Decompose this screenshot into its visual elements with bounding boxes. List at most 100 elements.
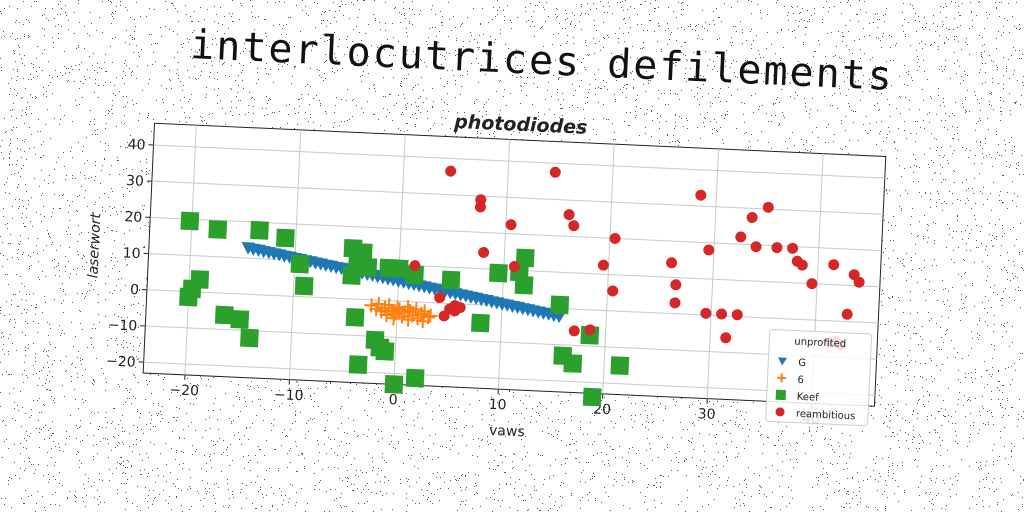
data-point	[610, 356, 630, 376]
y-gridline	[143, 361, 875, 396]
y-tick-label: 10	[122, 245, 141, 262]
data-point	[695, 189, 707, 201]
legend-label: 6	[797, 375, 804, 386]
data-point	[358, 257, 378, 277]
data-point	[828, 259, 840, 271]
data-point	[514, 275, 534, 295]
data-point	[563, 354, 583, 373]
y-gridline	[153, 144, 885, 179]
legend-marker	[777, 373, 787, 383]
data-point	[214, 305, 234, 325]
data-point	[409, 260, 421, 272]
data-point	[414, 306, 429, 321]
legend-marker	[778, 357, 788, 366]
x-gridline	[393, 134, 406, 385]
data-point	[390, 300, 405, 315]
data-point	[853, 276, 865, 288]
y-tick-label: −20	[106, 353, 136, 370]
data-point	[478, 246, 490, 258]
data-point	[841, 308, 853, 320]
data-point	[230, 309, 250, 329]
data-point	[342, 266, 362, 285]
legend-title: unprofited	[794, 337, 846, 350]
y-tick-label: 40	[127, 137, 146, 154]
data-point	[294, 276, 314, 296]
data-point	[375, 341, 395, 361]
data-point	[515, 248, 535, 268]
data-point	[454, 302, 466, 314]
y-axis-ticks: −20 −10 0 10 20 30 40	[106, 137, 154, 371]
legend-entries: G 6 Keef reambitious	[775, 357, 856, 423]
data-point	[582, 387, 602, 407]
data-point	[670, 279, 682, 291]
data-point	[549, 166, 561, 178]
data-point	[735, 231, 747, 243]
legend-label: reambitious	[796, 409, 856, 423]
data-point	[474, 201, 486, 213]
data-point	[762, 201, 774, 213]
data-point	[434, 292, 446, 304]
data-point	[720, 332, 732, 344]
data-point	[405, 265, 424, 285]
data-point	[550, 295, 570, 315]
data-point	[750, 241, 762, 253]
y-tick-label: 0	[130, 282, 140, 298]
data-point	[382, 298, 397, 313]
data-point	[389, 259, 409, 278]
data-point	[384, 374, 404, 394]
data-point	[669, 297, 681, 309]
data-point	[415, 314, 430, 329]
data-point	[488, 263, 508, 283]
data-point	[584, 324, 596, 336]
x-axis-label: vaws	[489, 423, 525, 441]
data-point	[423, 308, 438, 323]
data-point	[445, 165, 457, 177]
data-point	[353, 243, 373, 262]
data-point	[438, 310, 450, 322]
x-tick-label: −10	[274, 387, 304, 404]
data-point	[275, 228, 295, 248]
x-gridline	[497, 139, 511, 390]
y-tick-label: 30	[126, 173, 145, 190]
data-point	[703, 244, 715, 256]
data-point	[597, 259, 609, 271]
data-point	[666, 257, 678, 269]
legend-frame	[765, 329, 873, 427]
data-point	[441, 270, 461, 290]
data-point	[806, 278, 818, 290]
data-point	[401, 312, 416, 327]
x-tick-label: −20	[169, 382, 199, 399]
y-tick-label: 20	[124, 209, 143, 226]
x-tick-label: 10	[488, 397, 507, 414]
legend-marker	[775, 389, 787, 401]
data-point	[208, 220, 228, 239]
y-tick-label: −10	[107, 317, 137, 334]
legend-marker	[775, 407, 785, 417]
data-point	[505, 219, 517, 231]
data-point	[563, 209, 575, 221]
data-point	[568, 220, 580, 232]
x-gridline	[602, 144, 615, 394]
y-gridline	[145, 325, 877, 360]
legend-label: Keef	[796, 392, 819, 404]
y-axis-label: laserwort	[85, 212, 104, 279]
x-gridline	[706, 148, 720, 399]
data-point	[250, 220, 269, 240]
data-point	[746, 212, 758, 224]
legend-label: G	[798, 358, 806, 369]
data-point	[731, 309, 743, 321]
data-point	[345, 307, 365, 327]
x-tick-label: 30	[697, 406, 716, 423]
chart-title: photodiodes	[453, 111, 588, 139]
data-point	[787, 242, 799, 254]
series-1	[364, 296, 438, 329]
x-gridline	[184, 125, 197, 375]
data-point	[240, 328, 259, 348]
data-point	[700, 307, 712, 319]
data-point	[716, 308, 728, 320]
data-point	[180, 211, 200, 231]
data-point	[405, 368, 425, 388]
data-point	[190, 270, 210, 289]
y-gridline	[151, 180, 884, 215]
data-point	[568, 325, 580, 337]
